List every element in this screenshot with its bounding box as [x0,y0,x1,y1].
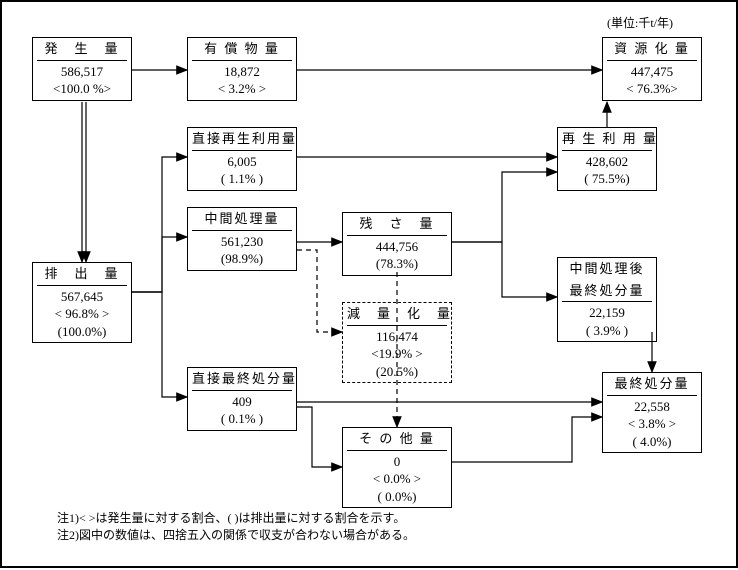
box-title: 直接最終処分量 [192,370,292,391]
box-value: 444,756 [347,238,447,256]
box-title: 排 出 量 [37,265,127,286]
edge-emission-to-direct_recycle [132,157,187,292]
box-reduction: 減 量 化 量 116,474 <19.9% > (20.5%) [342,302,452,383]
box-pct2: (20.5%) [347,363,447,381]
box-title-line1: 中間処理後 [562,260,652,280]
notes-block: 注1)< >は発生量に対する割合、( )は排出量に対する割合を示す。 注2)図中… [57,510,415,544]
diagram-canvas: (単位:千t/年) 発 生 量 586,517 <100.0 %> 有 償 物 … [0,0,738,568]
box-pct1: <100.0 %> [37,80,127,98]
box-title: 最終処分量 [607,375,697,396]
box-pct2: (100.0%) [37,323,127,341]
box-after-intermediate: 中間処理後 最終処分量 22,159 ( 3.9% ) [557,257,657,342]
box-value: 428,602 [562,153,652,171]
edge-residue-to-after_inter [452,242,557,297]
box-title: 直接再生利用量 [192,130,292,151]
box-pct1: < 96.8% > [37,305,127,323]
unit-label: (単位:千t/年) [607,14,673,31]
edge-residue-to-recycle [452,172,557,242]
edge-intermediate-to-reduction [297,250,342,332]
box-value: 586,517 [37,63,127,81]
edge-emission-to-intermediate [132,237,187,292]
box-resourced: 資 源 化 量 447,475 < 76.3%> [602,37,702,101]
box-pct2: ( 3.9% ) [562,322,652,340]
box-title: 有 償 物 量 [192,40,292,61]
box-pct2: ( 1.1% ) [192,170,292,188]
box-value: 22,159 [562,304,652,322]
box-value: 409 [192,393,292,411]
edge-direct_final-to-other [297,407,342,467]
box-pct2: ( 0.1% ) [192,410,292,428]
box-direct-recycle: 直接再生利用量 6,005 ( 1.1% ) [187,127,297,191]
box-direct-final: 直接最終処分量 409 ( 0.1% ) [187,367,297,431]
box-pct2: (98.9%) [192,250,292,268]
box-value: 561,230 [192,233,292,251]
box-pct2: (78.3%) [347,255,447,273]
box-title: 残 さ 量 [347,215,447,236]
box-emission: 排 出 量 567,645 < 96.8% > (100.0%) [32,262,132,343]
box-title: 再 生 利 用 量 [562,130,652,151]
note-2: 注2)図中の数値は、四捨五入の関係で収支が合わない場合がある。 [57,527,415,544]
edge-emission-to-direct_final [132,292,187,397]
box-title: 減 量 化 量 [347,305,447,326]
box-pct1: < 0.0% > [347,470,447,488]
edge-other-to-final [452,417,602,462]
box-title: 発 生 量 [37,40,127,61]
note-1: 注1)< >は発生量に対する割合、( )は排出量に対する割合を示す。 [57,510,415,527]
box-pct2: ( 0.0%) [347,488,447,506]
box-intermediate: 中間処理量 561,230 (98.9%) [187,207,297,271]
box-title: そ の 他 量 [347,430,447,451]
box-generated: 発 生 量 586,517 <100.0 %> [32,37,132,101]
box-title-line2: 最終処分量 [562,282,652,303]
box-value: 22,558 [607,398,697,416]
box-value: 116,474 [347,328,447,346]
box-value: 0 [347,453,447,471]
box-pct2: ( 4.0%) [607,433,697,451]
box-valuable: 有 償 物 量 18,872 < 3.2% > [187,37,297,101]
box-value: 567,645 [37,288,127,306]
box-recycle: 再 生 利 用 量 428,602 ( 75.5%) [557,127,657,191]
box-value: 18,872 [192,63,292,81]
box-residue: 残 さ 量 444,756 (78.3%) [342,212,452,276]
box-title: 中間処理量 [192,210,292,231]
box-pct1: < 76.3%> [607,80,697,98]
box-pct1: < 3.2% > [192,80,292,98]
box-value: 447,475 [607,63,697,81]
box-title: 資 源 化 量 [607,40,697,61]
box-value: 6,005 [192,153,292,171]
box-final: 最終処分量 22,558 < 3.8% > ( 4.0%) [602,372,702,453]
box-pct1: < 3.8% > [607,415,697,433]
box-pct2: ( 75.5%) [562,170,652,188]
box-other: そ の 他 量 0 < 0.0% > ( 0.0%) [342,427,452,508]
box-pct1: <19.9% > [347,345,447,363]
